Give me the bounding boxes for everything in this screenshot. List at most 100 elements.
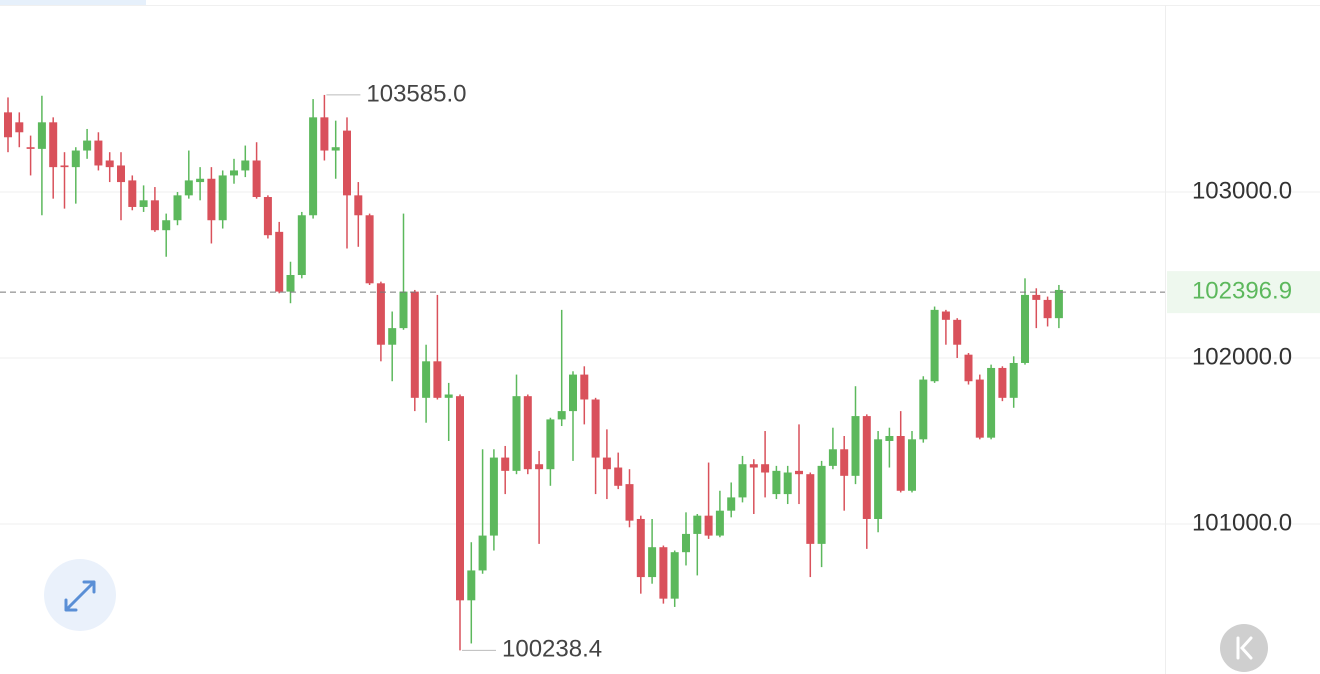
candle-body <box>297 215 306 276</box>
candle-body <box>941 311 950 320</box>
plot: 101000.0 102000.0 103000.0 102396.9 103585.0… <box>0 80 1320 663</box>
candle-body <box>275 231 284 292</box>
candle-body <box>930 309 939 382</box>
candle-body <box>862 416 871 519</box>
candle-body <box>1032 294 1041 300</box>
candle-body <box>704 515 713 536</box>
candle-body <box>309 117 318 216</box>
candle-body <box>399 291 408 329</box>
candle-body <box>105 160 114 168</box>
candle-body <box>806 474 815 544</box>
candle-body <box>71 150 80 168</box>
candle-body <box>975 379 984 438</box>
candle-body <box>433 361 442 398</box>
candle-body <box>37 122 46 149</box>
candle-body <box>828 449 837 466</box>
candle-body <box>964 354 973 382</box>
candle-body <box>546 419 555 470</box>
candle-body <box>795 470 803 475</box>
candle-body <box>26 147 35 149</box>
expand-icon <box>64 580 96 612</box>
candle-body <box>252 160 261 198</box>
candle-body <box>286 275 295 292</box>
candle-body <box>885 436 894 441</box>
annotation-label: 100238.4 <box>502 636 602 663</box>
candle-body <box>580 374 589 400</box>
candle-body <box>783 472 792 495</box>
candle-body <box>569 374 577 412</box>
last-price-bg <box>1167 271 1320 314</box>
candle-body <box>60 165 69 168</box>
candle-body <box>128 180 137 207</box>
candle-body <box>851 416 860 476</box>
last-price-label: 102396.9 <box>1192 277 1292 304</box>
candle-body <box>535 464 544 470</box>
candle-body <box>207 178 216 221</box>
candle-body <box>670 552 679 599</box>
candle-body <box>49 122 58 168</box>
candle-body <box>636 518 645 578</box>
candle-body <box>1021 294 1029 363</box>
candle-body <box>162 220 171 231</box>
candle-body <box>343 130 351 196</box>
candle-body <box>682 533 690 553</box>
candle-body <box>410 291 419 398</box>
candle-body <box>184 180 193 196</box>
candle-body <box>489 457 498 536</box>
candle-body <box>139 200 148 207</box>
candle-body <box>749 464 758 468</box>
candle-body <box>1009 362 1018 398</box>
tab-indicator <box>0 0 146 5</box>
candle-body <box>896 436 905 491</box>
candle-body <box>602 457 611 470</box>
candle-body <box>331 147 340 151</box>
candle-body <box>557 411 566 420</box>
scroll-latest-button[interactable] <box>1220 624 1268 672</box>
candle-body <box>263 197 272 236</box>
candle-body <box>320 117 329 151</box>
candle-body <box>173 195 182 221</box>
candle-body <box>693 515 702 534</box>
candle-body <box>478 535 487 571</box>
candle-body <box>817 465 826 544</box>
candle-body <box>230 170 238 176</box>
candle-body <box>376 283 385 345</box>
candle-body <box>4 112 12 138</box>
candle-body <box>625 484 634 521</box>
y-tick-label: 103000.0 <box>1192 177 1292 204</box>
candle-body <box>874 439 883 519</box>
candle-body <box>117 165 125 183</box>
y-tick-label: 102000.0 <box>1192 343 1292 370</box>
candle-body <box>456 396 464 601</box>
candle-body <box>365 215 374 284</box>
annotation-label: 103585.0 <box>366 80 466 107</box>
candle-body <box>15 122 24 133</box>
scroll-icon <box>1236 636 1253 660</box>
candle-body <box>94 140 103 166</box>
candle-body <box>467 570 476 601</box>
candle-body <box>761 464 770 473</box>
candle-body <box>422 361 431 398</box>
candle-body <box>987 367 996 438</box>
candle-body <box>1054 289 1063 319</box>
candle-body <box>591 399 600 458</box>
candle-body <box>196 178 205 183</box>
candle-body <box>738 464 747 498</box>
candle-body <box>1043 299 1052 319</box>
candle-body <box>998 367 1007 398</box>
candle-body <box>840 449 849 476</box>
candle-body <box>218 175 227 221</box>
candle-body <box>523 396 532 470</box>
candle-body <box>715 510 724 536</box>
expand-button[interactable] <box>44 559 116 631</box>
candle-body <box>614 467 623 486</box>
candle-body <box>150 200 159 231</box>
candle-body <box>241 160 250 171</box>
candle-body <box>388 328 397 345</box>
candle-body <box>354 195 363 216</box>
y-tick-label: 101000.0 <box>1192 509 1292 536</box>
candle-body <box>501 457 510 471</box>
candle-body <box>83 140 92 151</box>
